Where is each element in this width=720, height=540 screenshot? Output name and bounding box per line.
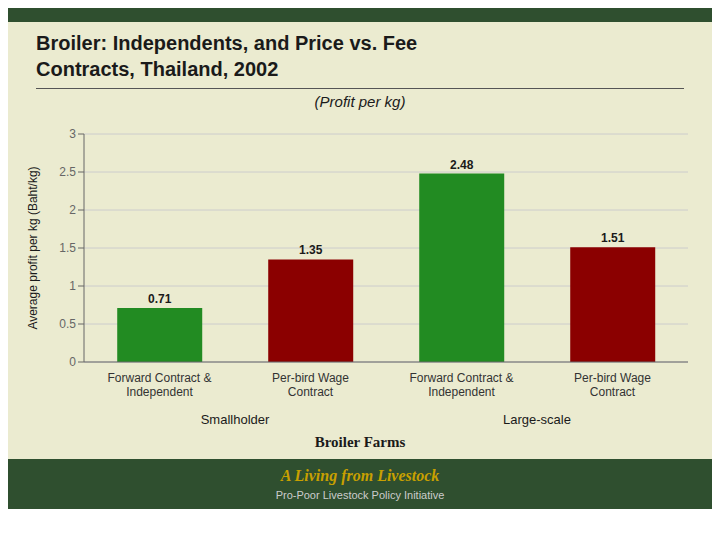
- svg-text:0: 0: [69, 355, 76, 369]
- svg-text:0.71: 0.71: [148, 292, 172, 306]
- svg-text:Per-bird WageContract: Per-bird WageContract: [574, 371, 651, 399]
- html-text:(Profit per kg): (Profit per kg): [314, 93, 406, 110]
- html-text:Smallholder: Smallholder: [200, 412, 270, 427]
- html-text:Broiler Farms: Broiler Farms: [314, 434, 406, 450]
- html-text:A Living from Livestock: A Living from Livestock: [280, 467, 440, 484]
- svg-text:2.5: 2.5: [59, 165, 76, 179]
- html-text:Broiler: Independents, and Pri: Broiler: Independents, and Price vs. Fee: [36, 32, 418, 54]
- svg-text:Per-bird WageContract: Per-bird WageContract: [272, 371, 349, 399]
- html-text:Contracts, Thailand, 2002: Contracts, Thailand, 2002: [36, 58, 279, 80]
- svg-text:Forward Contract &Independent: Forward Contract &Independent: [409, 371, 513, 399]
- svg-text:Average profit per kg (Baht/kg: Average profit per kg (Baht/kg): [26, 166, 40, 329]
- svg-text:0.5: 0.5: [59, 317, 76, 331]
- svg-text:1.51: 1.51: [601, 231, 625, 245]
- svg-text:1: 1: [69, 279, 76, 293]
- svg-text:2.48: 2.48: [450, 158, 474, 172]
- svg-text:1.5: 1.5: [59, 241, 76, 255]
- html-text:Large-scale: Large-scale: [503, 412, 571, 427]
- html-text:Pro-Poor Livestock Policy Init: Pro-Poor Livestock Policy Initiative: [275, 489, 445, 501]
- svg-text:1.35: 1.35: [299, 243, 323, 257]
- svg-text:2: 2: [69, 203, 76, 217]
- svg-text:3: 3: [69, 127, 76, 141]
- svg-text:Forward Contract &Independent: Forward Contract &Independent: [107, 371, 211, 399]
